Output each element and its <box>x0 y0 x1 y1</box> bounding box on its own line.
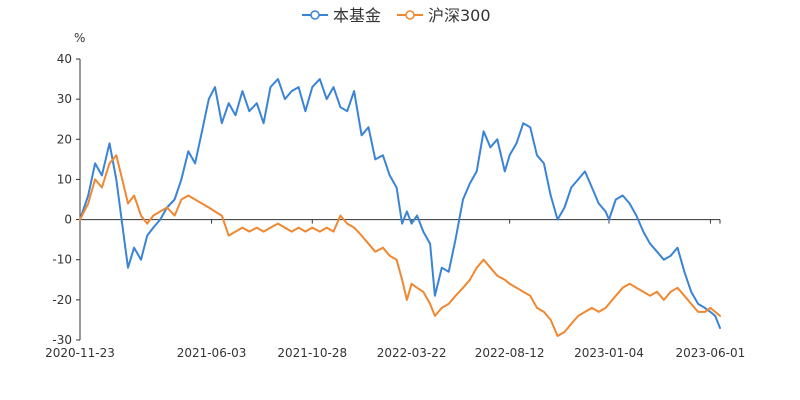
y-tick-label: -30 <box>52 333 72 347</box>
legend-label-fund: 本基金 <box>333 6 381 25</box>
y-tick-label: 10 <box>57 172 72 186</box>
legend-marker-index <box>405 10 415 20</box>
x-tick-label: 2021-10-28 <box>277 346 347 360</box>
legend-marker-fund <box>310 10 320 20</box>
x-tick-label: 2023-06-01 <box>676 346 746 360</box>
series-line-index <box>79 154 721 337</box>
y-tick-label: 20 <box>57 132 72 146</box>
series-line-fund <box>79 78 721 329</box>
x-tick-label: 2022-03-22 <box>377 346 447 360</box>
y-axis-unit-label: % <box>74 31 85 45</box>
x-axis: 2020-11-23 2021-06-03 2021-10-28 2022-03-22… <box>45 219 746 360</box>
y-tick-label: 40 <box>57 52 72 66</box>
x-tick-label: 2020-11-23 <box>45 346 115 360</box>
x-tick-label: 2021-06-03 <box>177 346 247 360</box>
series-layer <box>79 78 721 337</box>
x-tick-label: 2022-08-12 <box>475 346 545 360</box>
y-tick-label: 0 <box>64 213 72 227</box>
y-tick-label: -20 <box>52 293 72 307</box>
y-tick-label: -10 <box>52 253 72 267</box>
legend-item-fund[interactable]: 本基金 <box>302 6 381 25</box>
y-tick-label: 30 <box>57 92 72 106</box>
legend-label-index: 沪深300 <box>428 6 491 25</box>
x-tick-label: 2023-01-04 <box>574 346 644 360</box>
y-axis: 40 30 20 10 0 -10 -20 -30 <box>52 52 81 347</box>
legend-item-index[interactable]: 沪深300 <box>397 6 491 25</box>
legend: 本基金 沪深300 <box>302 6 491 25</box>
